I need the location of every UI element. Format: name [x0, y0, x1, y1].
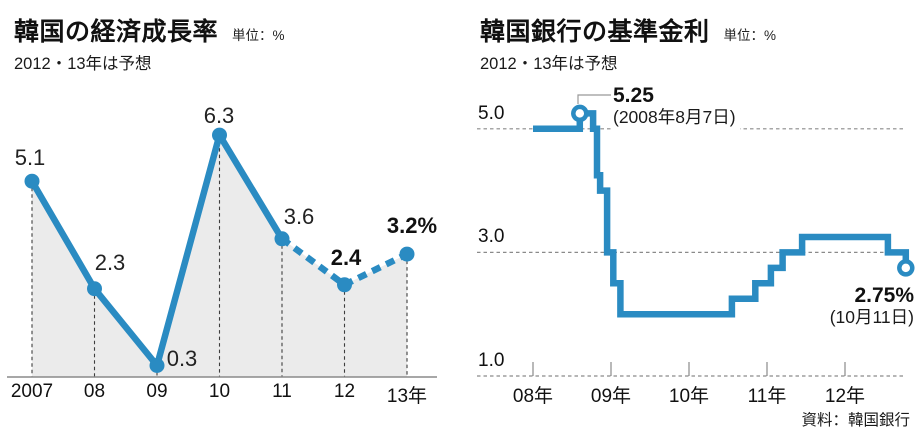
growth-point-marker: [87, 281, 102, 297]
rate-current-date: (10月11日): [829, 306, 914, 327]
rate-current-value: 2.75%: [854, 284, 914, 307]
rate-x-label: 11年: [747, 386, 787, 407]
growth-point-label: 5.1: [14, 145, 46, 170]
growth-point-label: 3.2%: [386, 213, 438, 238]
growth-point-marker: [24, 173, 40, 189]
growth-area-fill: [32, 135, 407, 377]
rate-current-marker: [897, 259, 915, 277]
rate-y-label: 3.0: [478, 226, 505, 247]
growth-x-label: 08: [83, 381, 106, 402]
rate-y-label: 1.0: [478, 350, 505, 371]
right-chart-header: 韓国銀行の基準金利 単位：%: [480, 12, 776, 48]
rate-step-line: [533, 110, 910, 318]
left-chart-forecast-note: 2012・13年は予想: [14, 55, 152, 73]
growth-point-label: 0.3: [166, 346, 198, 371]
rate-x-label: 09年: [590, 386, 632, 407]
growth-x-label: 10: [208, 381, 231, 402]
growth-point-marker: [399, 246, 415, 262]
growth-x-label: 13年: [386, 386, 428, 407]
growth-point-label: 3.6: [283, 204, 315, 229]
rate-x-label: 08年: [512, 386, 554, 407]
growth-point-label: 2.3: [94, 250, 126, 275]
rate-peak-marker: [571, 104, 589, 123]
growth-x-label: 2007: [10, 381, 54, 402]
growth-point-label: 6.3: [203, 103, 235, 128]
right-chart-title: 韓国銀行の基準金利: [480, 18, 710, 46]
growth-x-label: 12: [333, 381, 356, 402]
peak-annotation-leader: [577, 94, 611, 104]
rate-peak-date: (2008年8月7日): [613, 106, 736, 127]
growth-point-marker: [149, 358, 165, 373]
growth-x-label: 11: [272, 381, 292, 402]
rate-x-label: 10年: [668, 386, 710, 407]
rate-peak-annotation: 5.25 (2008年8月7日): [613, 84, 740, 132]
growth-point-marker: [212, 127, 227, 143]
rate-peak-value: 5.25: [613, 84, 654, 107]
right-chart-unit-label: 単位：%: [723, 28, 777, 43]
growth-point-marker: [337, 277, 352, 293]
left-chart-unit-label: 単位：%: [232, 28, 285, 43]
left-chart-header: 韓国の経済成長率 単位：%: [14, 12, 285, 48]
left-chart-title: 韓国の経済成長率: [14, 18, 219, 46]
rate-x-label: 12年: [824, 386, 866, 407]
growth-point-label: 2.4: [330, 245, 362, 270]
rate-current-annotation: 2.75% (10月11日): [825, 282, 914, 328]
rate-y-label: 5.0: [478, 103, 505, 124]
growth-x-label: 09: [146, 381, 168, 402]
growth-point-marker: [274, 231, 290, 247]
source-note: 資料：韓国銀行: [801, 412, 910, 429]
right-chart-forecast-note: 2012・13年は予想: [480, 55, 618, 73]
